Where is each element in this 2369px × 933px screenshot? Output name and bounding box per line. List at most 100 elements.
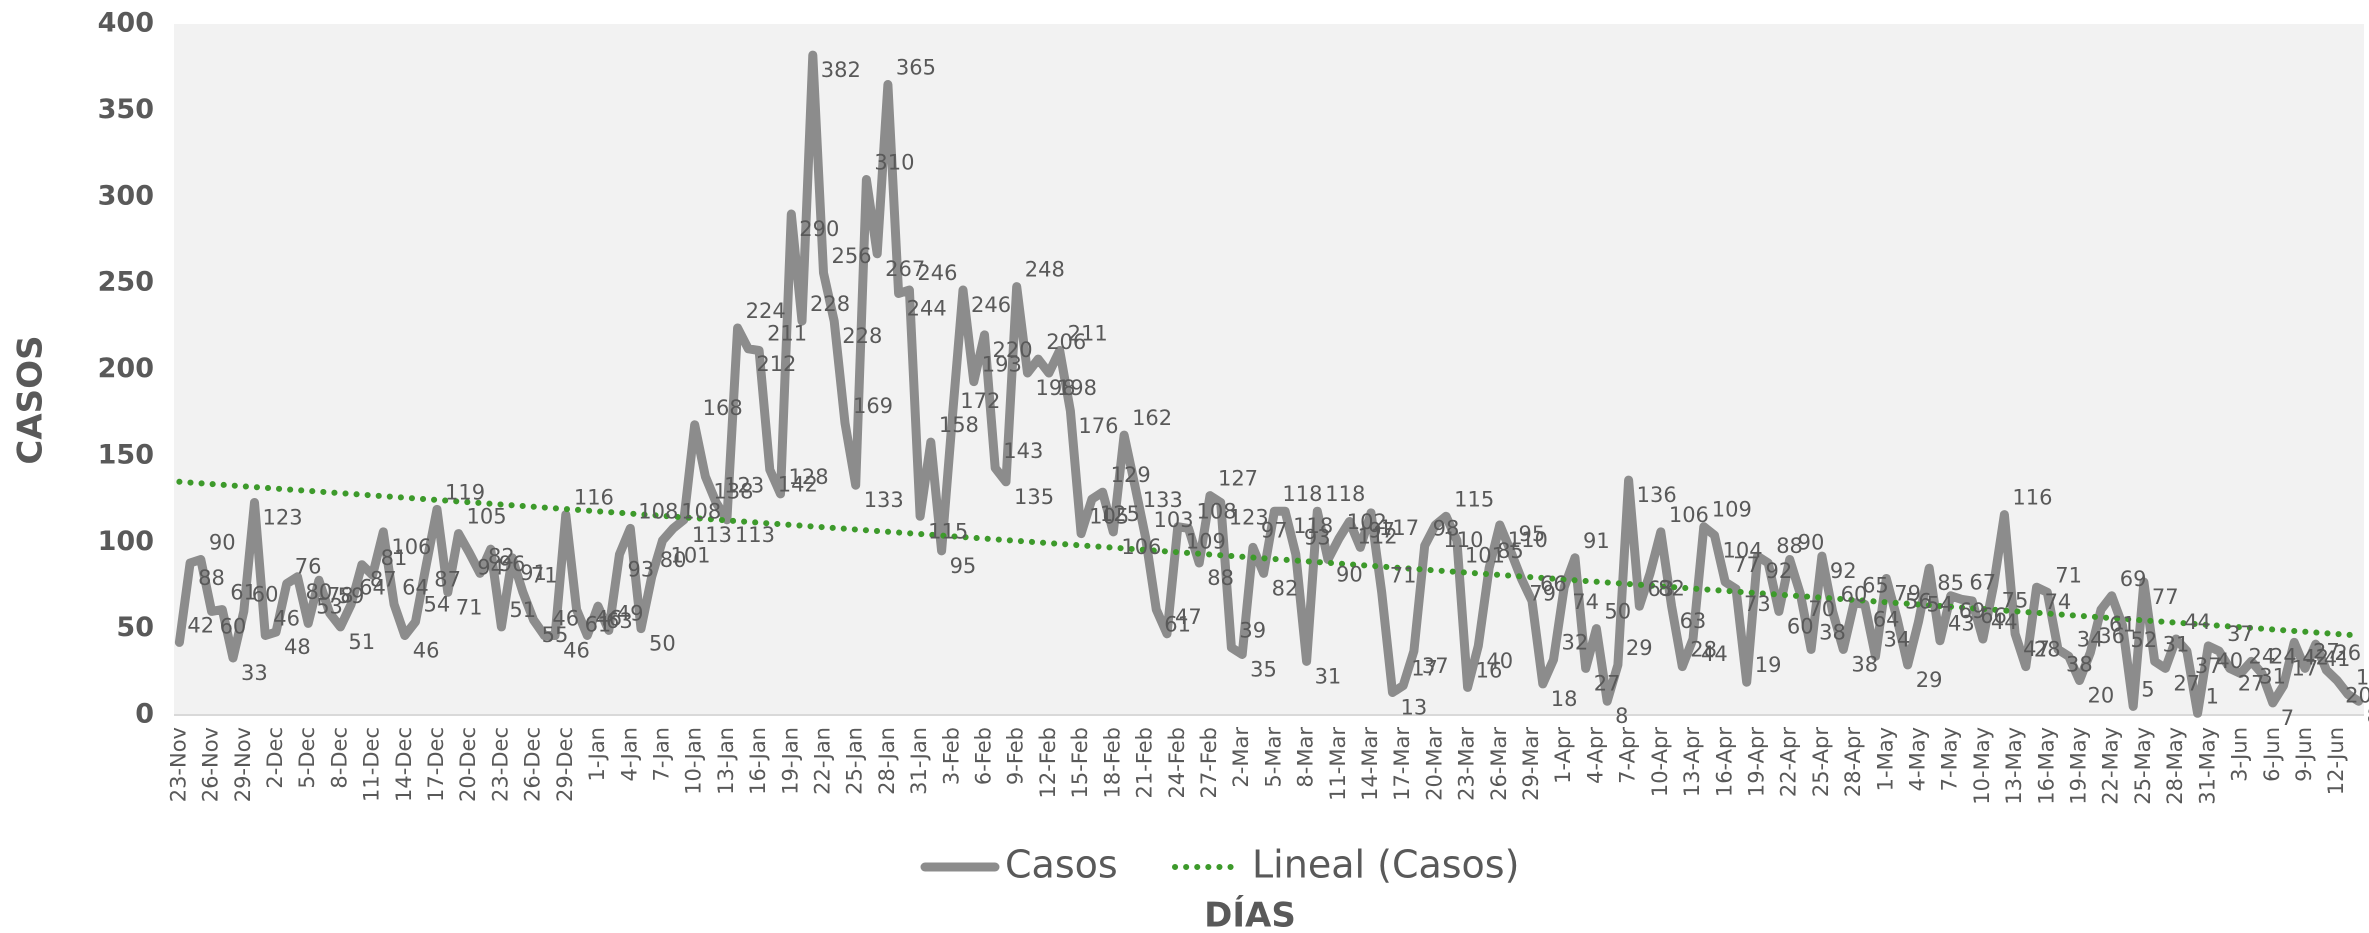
data-label: 176 [1078, 414, 1118, 438]
data-label: 24 [2270, 645, 2297, 669]
x-tick-label: 28-May [2163, 727, 2187, 805]
data-label: 37 [1422, 654, 1449, 678]
data-label: 53 [316, 594, 343, 618]
x-tick-label: 28-Apr [1841, 727, 1865, 798]
data-label: 51 [348, 630, 375, 654]
data-label: 82 [488, 544, 515, 568]
data-label: 31 [2163, 632, 2190, 656]
data-label: 50 [1604, 600, 1631, 624]
x-tick-label: 15-Feb [1068, 727, 1092, 798]
data-label: 48 [284, 635, 311, 659]
data-label: 106 [1121, 535, 1161, 559]
x-tick-label: 21-Feb [1133, 727, 1157, 798]
data-label: 113 [735, 523, 775, 547]
data-label: 64 [402, 575, 429, 599]
data-label: 162 [1132, 406, 1172, 430]
x-tick-label: 8-Mar [1294, 727, 1318, 788]
data-label: 109 [1712, 498, 1752, 522]
data-label: 17 [2291, 657, 2318, 681]
x-tick-label: 7-Apr [1616, 727, 1640, 784]
data-label: 52 [2130, 628, 2157, 652]
x-tick-label: 7-Jan [649, 727, 673, 781]
legend: Casos Lineal (Casos) [920, 843, 1519, 887]
x-tick-label: 19-Apr [1744, 727, 1768, 798]
data-label: 79 [1894, 582, 1921, 606]
data-label: 47 [2023, 637, 2050, 661]
data-label: 310 [874, 150, 914, 174]
data-label: 60 [1841, 582, 1868, 606]
x-tick-label: 14-Mar [1358, 727, 1382, 801]
data-label: 104 [1723, 538, 1763, 562]
x-tick-label: 3-Jun [2228, 727, 2252, 782]
x-tick-label: 2-Mar [1229, 727, 1253, 788]
data-label: 92 [1765, 559, 1792, 583]
data-label: 27 [2238, 671, 2265, 695]
data-label: 42 [187, 613, 214, 637]
data-label: 38 [1819, 620, 1846, 644]
data-label: 95 [950, 554, 977, 578]
data-label: 73 [1744, 592, 1771, 616]
data-label: 28 [1690, 638, 1717, 662]
x-tick-label: 23-Mar [1455, 727, 1479, 801]
x-tick-label: 27-Feb [1197, 727, 1221, 798]
data-label: 39 [1239, 619, 1266, 643]
data-label: 44 [1991, 610, 2018, 634]
legend-label: Casos [1005, 843, 1118, 887]
data-label: 136 [1637, 483, 1677, 507]
y-tick-label: 200 [98, 353, 154, 384]
y-tick-label: 300 [98, 180, 154, 211]
data-label: 64 [1873, 607, 1900, 631]
x-tick-label: 4-Jan [617, 727, 641, 781]
data-label: 56 [1905, 589, 1932, 613]
data-label: 64 [359, 575, 386, 599]
data-label: 37 [2227, 622, 2254, 646]
data-label: 168 [703, 396, 743, 420]
data-label: 127 [1218, 467, 1258, 491]
x-tick-label: 31-May [2195, 727, 2219, 805]
x-tick-label: 22-Apr [1777, 727, 1801, 798]
x-tick-label: 8-Dec [327, 727, 351, 789]
data-label: 212 [756, 352, 796, 376]
data-label: 246 [917, 261, 957, 285]
data-label: 224 [746, 299, 786, 323]
x-tick-label: 5-Mar [1261, 727, 1285, 788]
data-label: 108 [681, 499, 721, 523]
data-label: 106 [1669, 503, 1709, 527]
x-tick-label: 13-May [2002, 727, 2026, 805]
data-label: 77 [2152, 585, 2179, 609]
trend-line [176, 478, 2362, 639]
data-label: 46 [273, 607, 300, 631]
x-tick-label: 9-Jun [2292, 727, 2316, 782]
x-tick-label: 16-Jan [746, 727, 770, 795]
data-label: 60 [252, 582, 279, 606]
data-label: 47 [1175, 605, 1202, 629]
data-label: 38 [2066, 652, 2093, 676]
data-label: 102 [1347, 510, 1387, 534]
x-tick-label: 2-Dec [263, 727, 287, 789]
x-tick-label: 23-Dec [488, 727, 512, 802]
data-label: 63 [606, 609, 633, 633]
x-tick-label: 11-Dec [360, 727, 384, 802]
data-label: 35 [1250, 658, 1277, 682]
data-label: 129 [1111, 463, 1151, 487]
x-tick-label: 6-Feb [972, 727, 996, 785]
data-label: 41 [2324, 647, 2351, 671]
x-tick-label: 5-Dec [295, 727, 319, 789]
data-label: 103 [1154, 508, 1194, 532]
data-label: 101 [670, 544, 710, 568]
x-tick-label: 22-May [2099, 727, 2123, 805]
x-tick-label: 10-Jan [682, 727, 706, 795]
data-label: 133 [1143, 488, 1183, 512]
x-tick-label: 4-Apr [1583, 727, 1607, 784]
x-tick-label: 22-Jan [810, 727, 834, 795]
x-tick-label: 25-Jan [843, 727, 867, 795]
x-tick-label: 23-Nov [166, 727, 190, 802]
data-label: 90 [1798, 531, 1825, 555]
data-label: 123 [1229, 506, 1269, 530]
x-tick-label: 18-Feb [1100, 727, 1124, 798]
data-label: 13 [1400, 696, 1427, 720]
data-label: 97 [1368, 518, 1395, 542]
x-tick-label: 1-Jan [585, 727, 609, 781]
